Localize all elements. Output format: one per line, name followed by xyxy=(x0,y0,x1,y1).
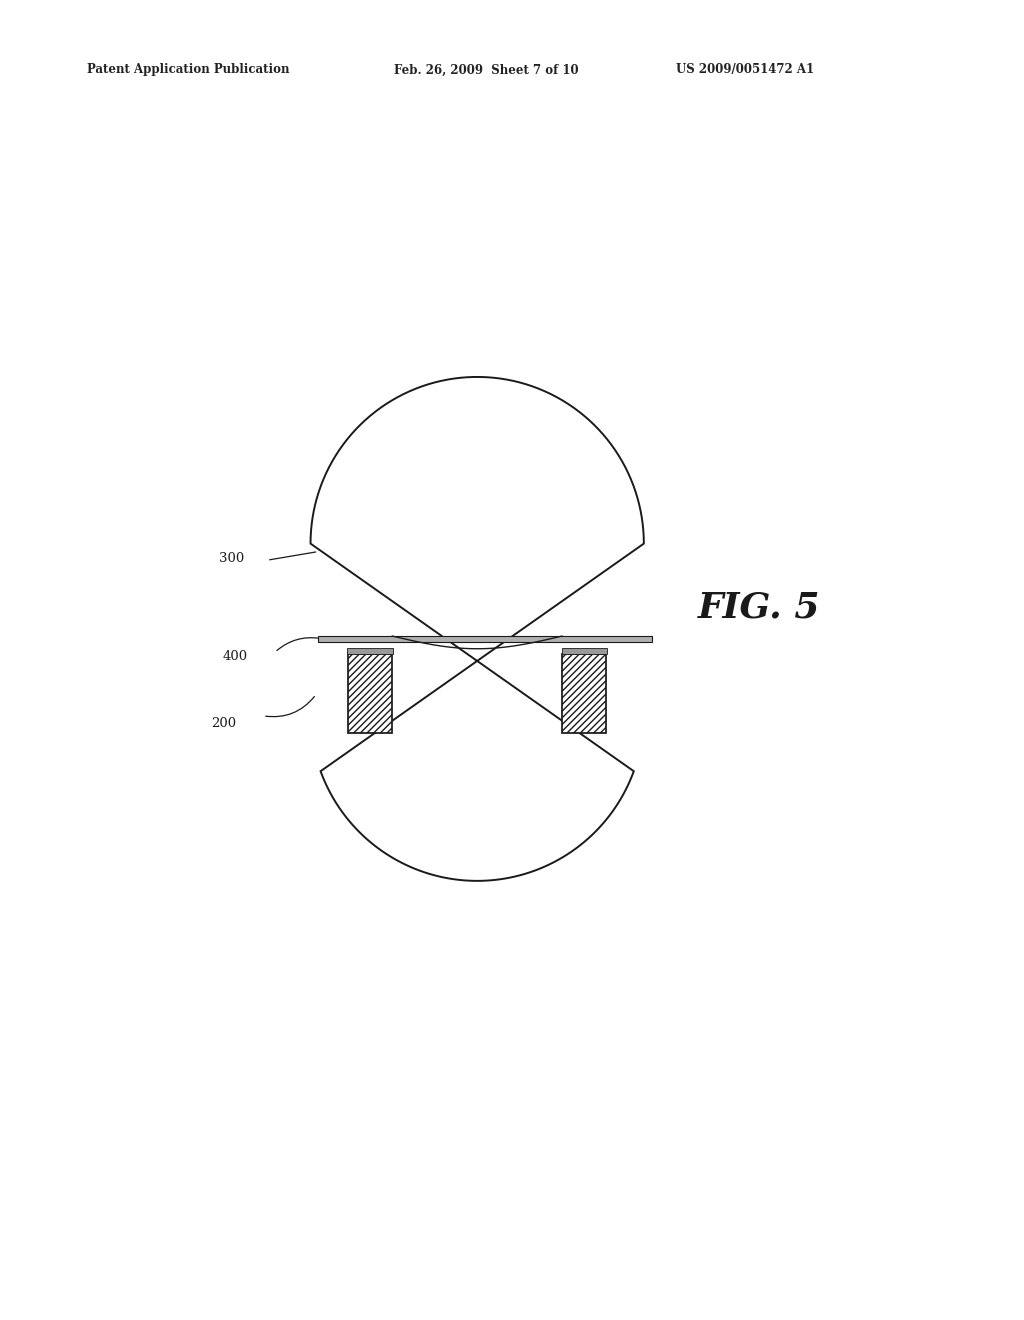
Bar xyxy=(318,636,652,642)
Text: 300: 300 xyxy=(218,552,244,565)
PathPatch shape xyxy=(310,378,644,880)
Bar xyxy=(347,648,392,653)
Text: Patent Application Publication: Patent Application Publication xyxy=(87,63,290,77)
Bar xyxy=(348,653,392,733)
Text: Feb. 26, 2009  Sheet 7 of 10: Feb. 26, 2009 Sheet 7 of 10 xyxy=(394,63,579,77)
Text: FIG. 5: FIG. 5 xyxy=(697,590,820,624)
Bar xyxy=(562,648,607,653)
Text: 200: 200 xyxy=(211,717,236,730)
Text: US 2009/0051472 A1: US 2009/0051472 A1 xyxy=(676,63,814,77)
Text: 400: 400 xyxy=(222,649,248,663)
Bar xyxy=(562,653,606,733)
